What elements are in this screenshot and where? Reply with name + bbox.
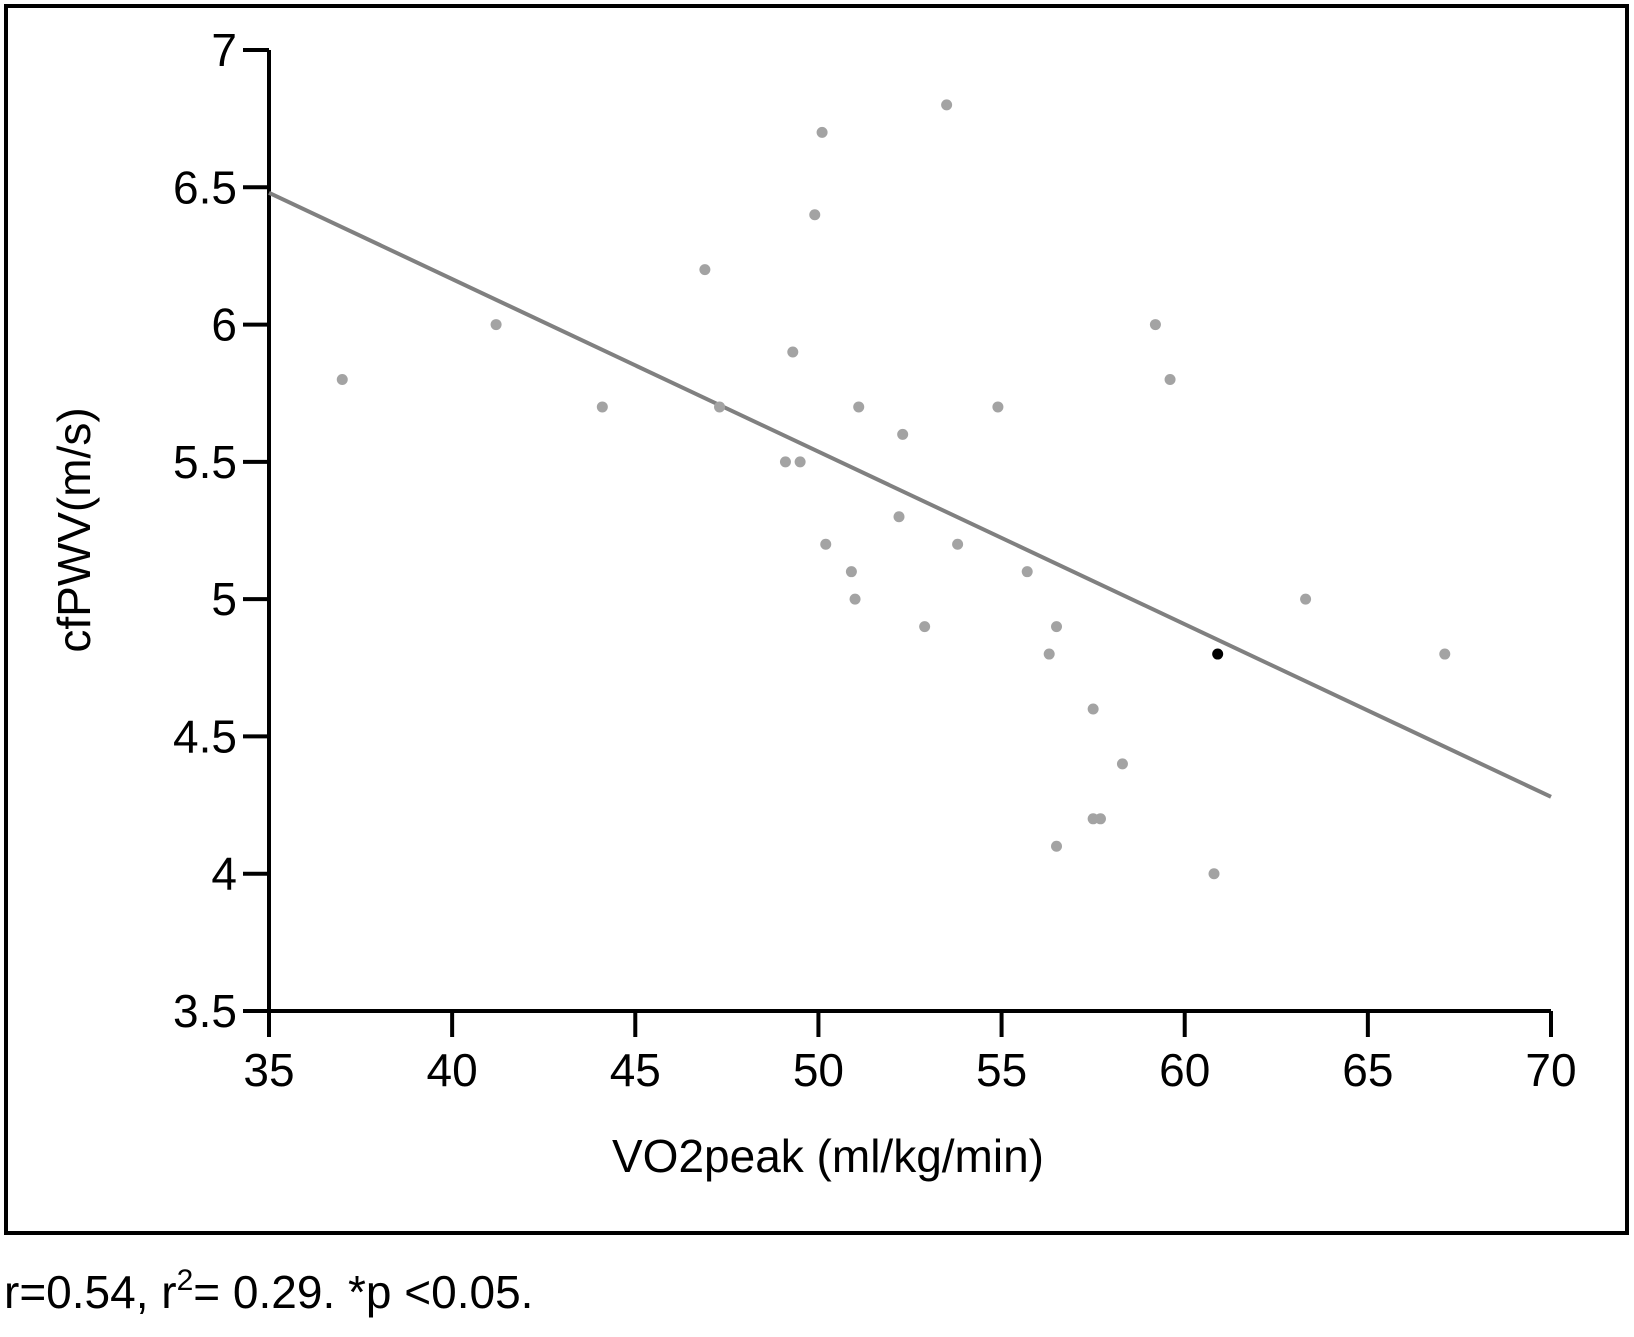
y-tick-label: 4.5	[173, 710, 237, 762]
point	[779, 456, 791, 468]
x-tick-label: 40	[427, 1044, 478, 1096]
point	[1021, 566, 1033, 578]
caption: r=0.54, r2= 0.29. *p <0.05.	[4, 1264, 533, 1318]
point	[1149, 319, 1161, 331]
point	[1116, 758, 1128, 770]
point	[816, 126, 828, 138]
x-tick-label: 55	[976, 1044, 1027, 1096]
point	[952, 538, 964, 550]
x-tick-label: 45	[610, 1044, 661, 1096]
point	[1051, 840, 1063, 852]
point	[893, 511, 905, 523]
point	[849, 593, 861, 605]
point	[1212, 648, 1224, 660]
x-tick-label: 65	[1342, 1044, 1393, 1096]
y-axis-label: cfPWV(m/s)	[48, 407, 100, 652]
x-tick-label: 50	[793, 1044, 844, 1096]
point	[794, 456, 806, 468]
y-tick-label: 5.5	[173, 436, 237, 488]
point	[1439, 648, 1451, 660]
point	[714, 401, 726, 413]
caption-part: = 0.29. *p <0.05.	[193, 1266, 533, 1318]
point	[1208, 868, 1220, 880]
point	[1087, 703, 1099, 715]
frame	[4, 4, 1629, 1235]
point	[699, 264, 711, 276]
fit-line	[268, 190, 1552, 799]
point	[845, 566, 857, 578]
point	[897, 428, 909, 440]
point	[919, 621, 931, 633]
point	[1043, 648, 1055, 660]
x-tick-label: 70	[1525, 1044, 1576, 1096]
point	[336, 373, 348, 385]
point	[787, 346, 799, 358]
point	[1094, 813, 1106, 825]
point	[490, 319, 502, 331]
point	[596, 401, 608, 413]
point	[992, 401, 1004, 413]
point	[1051, 621, 1063, 633]
y-tick-label: 3.5	[173, 985, 237, 1037]
x-axis-label: VO2peak (ml/kg/min)	[612, 1130, 1044, 1182]
point	[820, 538, 832, 550]
point	[941, 99, 953, 111]
y-tick-label: 5	[211, 573, 237, 625]
x-tick-label: 60	[1159, 1044, 1210, 1096]
y-tick-label: 6	[211, 299, 237, 351]
y-tick-label: 7	[211, 24, 237, 76]
y-tick-label: 6.5	[173, 161, 237, 213]
point	[1164, 373, 1176, 385]
y-tick-label: 4	[211, 848, 237, 900]
x-tick-label: 35	[243, 1044, 294, 1096]
point	[809, 209, 821, 221]
caption-part: r=0.54, r	[4, 1266, 177, 1318]
caption-superscript: 2	[177, 1264, 194, 1297]
point	[853, 401, 865, 413]
point	[1300, 593, 1312, 605]
